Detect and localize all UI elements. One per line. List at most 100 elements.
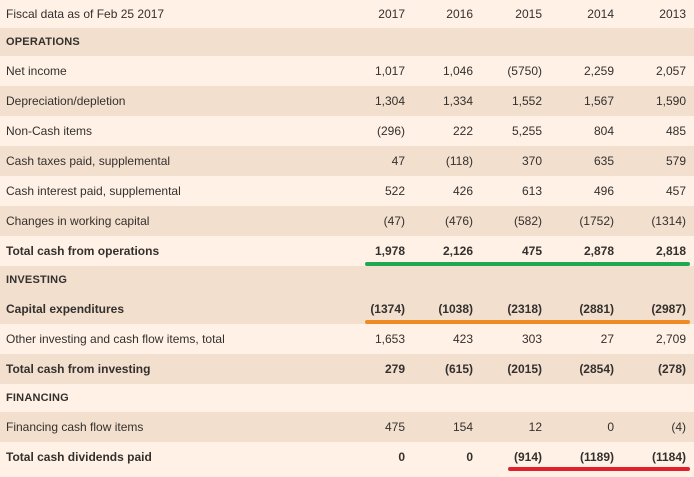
cell-value: 1,017	[374, 64, 405, 78]
cell-value: 423	[452, 332, 473, 346]
table-row-total-investing: Total cash from investing 279 (615) (201…	[0, 354, 694, 384]
cell-value: 1,590	[655, 94, 686, 108]
cell-value: (615)	[444, 362, 473, 376]
row-label: Non-Cash items	[6, 124, 93, 138]
cell-value: 1,304	[374, 94, 405, 108]
cell-value: (2318)	[507, 302, 542, 316]
cell-value: (476)	[444, 214, 473, 228]
cell-value: 1,653	[374, 332, 405, 346]
cell-value: (47)	[383, 214, 405, 228]
green-highlight-underline	[365, 262, 690, 266]
table-row-cash-taxes: Cash taxes paid, supplemental 47 (118) 3…	[0, 146, 694, 176]
cell-value: 579	[665, 154, 686, 168]
cell-value: 426	[452, 184, 473, 198]
section-title: FINANCING	[6, 392, 69, 404]
cell-value: (1189)	[579, 450, 614, 464]
cell-value: 5,255	[511, 124, 542, 138]
cell-value: 370	[521, 154, 542, 168]
table-row-cash-interest: Cash interest paid, supplemental 522 426…	[0, 176, 694, 206]
table-row-non-cash: Non-Cash items (296) 222 5,255 804 485	[0, 116, 694, 146]
row-label: Other investing and cash flow items, tot…	[6, 332, 225, 346]
row-label: Cash interest paid, supplemental	[6, 184, 181, 198]
cell-value: 279	[384, 362, 405, 376]
year-header: 2017	[378, 7, 405, 21]
row-label: Capital expenditures	[6, 302, 125, 316]
cell-value: 475	[521, 244, 542, 258]
table-row-capex: Capital expenditures (1374) (1038) (2318…	[0, 294, 694, 324]
cell-value: 222	[452, 124, 473, 138]
year-header: 2014	[587, 7, 614, 21]
cell-value: 154	[452, 420, 473, 434]
table-row-financing-items: Financing cash flow items 475 154 12 0 (…	[0, 412, 694, 442]
cell-value: 1,978	[374, 244, 405, 258]
cell-value: (2881)	[579, 302, 614, 316]
section-financing: FINANCING	[0, 384, 694, 412]
cell-value: 12	[528, 420, 542, 434]
row-label: Total cash dividends paid	[6, 450, 152, 464]
table-row-depreciation: Depreciation/depletion 1,304 1,334 1,552…	[0, 86, 694, 116]
cell-value: (2015)	[507, 362, 542, 376]
cell-value: 303	[521, 332, 542, 346]
section-operations: OPERATIONS	[0, 28, 694, 56]
cell-value: (1038)	[438, 302, 473, 316]
cell-value: (296)	[376, 124, 405, 138]
cell-value: 1,552	[511, 94, 542, 108]
cell-value: 2,709	[655, 332, 686, 346]
cell-value: (5750)	[507, 64, 542, 78]
cell-value: 522	[384, 184, 405, 198]
cell-value: 2,126	[442, 244, 473, 258]
cell-value: (278)	[657, 362, 686, 376]
cell-value: 0	[607, 420, 614, 434]
cell-value: 475	[384, 420, 405, 434]
year-header: 2015	[515, 7, 542, 21]
cell-value: (118)	[445, 154, 473, 168]
cell-value: (1374)	[370, 302, 405, 316]
row-label: Financing cash flow items	[6, 420, 144, 434]
cell-value: 2,057	[655, 64, 686, 78]
cell-value: (2854)	[579, 362, 614, 376]
cell-value: 1,567	[583, 94, 614, 108]
red-highlight-underline	[508, 467, 690, 471]
cell-value: (1314)	[651, 214, 686, 228]
table-row-working-capital: Changes in working capital (47) (476) (5…	[0, 206, 694, 236]
cell-value: (1184)	[651, 450, 686, 464]
cell-value: 0	[398, 450, 405, 464]
row-label: Total cash from investing	[6, 362, 151, 376]
orange-highlight-underline	[365, 320, 690, 324]
section-title: INVESTING	[6, 274, 68, 286]
cell-value: (582)	[513, 214, 542, 228]
row-label: Net income	[6, 64, 67, 78]
cell-value: (914)	[513, 450, 542, 464]
row-label: Cash taxes paid, supplemental	[6, 154, 171, 168]
table-row-total-operations: Total cash from operations 1,978 2,126 4…	[0, 236, 694, 266]
section-investing: INVESTING	[0, 266, 694, 294]
row-label: Changes in working capital	[6, 214, 150, 228]
cell-value: 635	[593, 154, 614, 168]
table-row-other-investing: Other investing and cash flow items, tot…	[0, 324, 694, 354]
year-header: 2013	[659, 7, 686, 21]
cell-value: 47	[391, 154, 405, 168]
cell-value: 485	[665, 124, 686, 138]
cell-value: 2,818	[655, 244, 686, 258]
cell-value: (1752)	[579, 214, 614, 228]
cell-value: 0	[466, 450, 473, 464]
cell-value: 496	[593, 184, 614, 198]
cell-value: 2,259	[583, 64, 614, 78]
year-header: 2016	[446, 7, 473, 21]
fiscal-date-label: Fiscal data as of Feb 25 2017	[6, 7, 165, 21]
cell-value: 1,046	[442, 64, 473, 78]
row-label: Depreciation/depletion	[6, 94, 126, 108]
row-label: Total cash from operations	[6, 244, 160, 258]
cell-value: 457	[665, 184, 686, 198]
cell-value: (4)	[671, 420, 686, 434]
cell-value: 2,878	[583, 244, 614, 258]
cell-value: 27	[600, 332, 614, 346]
cell-value: (2987)	[651, 302, 686, 316]
cell-value: 804	[593, 124, 614, 138]
section-title: OPERATIONS	[6, 36, 80, 48]
cell-value: 1,334	[442, 94, 473, 108]
table-row-net-income: Net income 1,017 1,046 (5750) 2,259 2,05…	[0, 56, 694, 86]
header-row: Fiscal data as of Feb 25 2017 2017 2016 …	[0, 0, 694, 28]
cell-value: 613	[521, 184, 542, 198]
